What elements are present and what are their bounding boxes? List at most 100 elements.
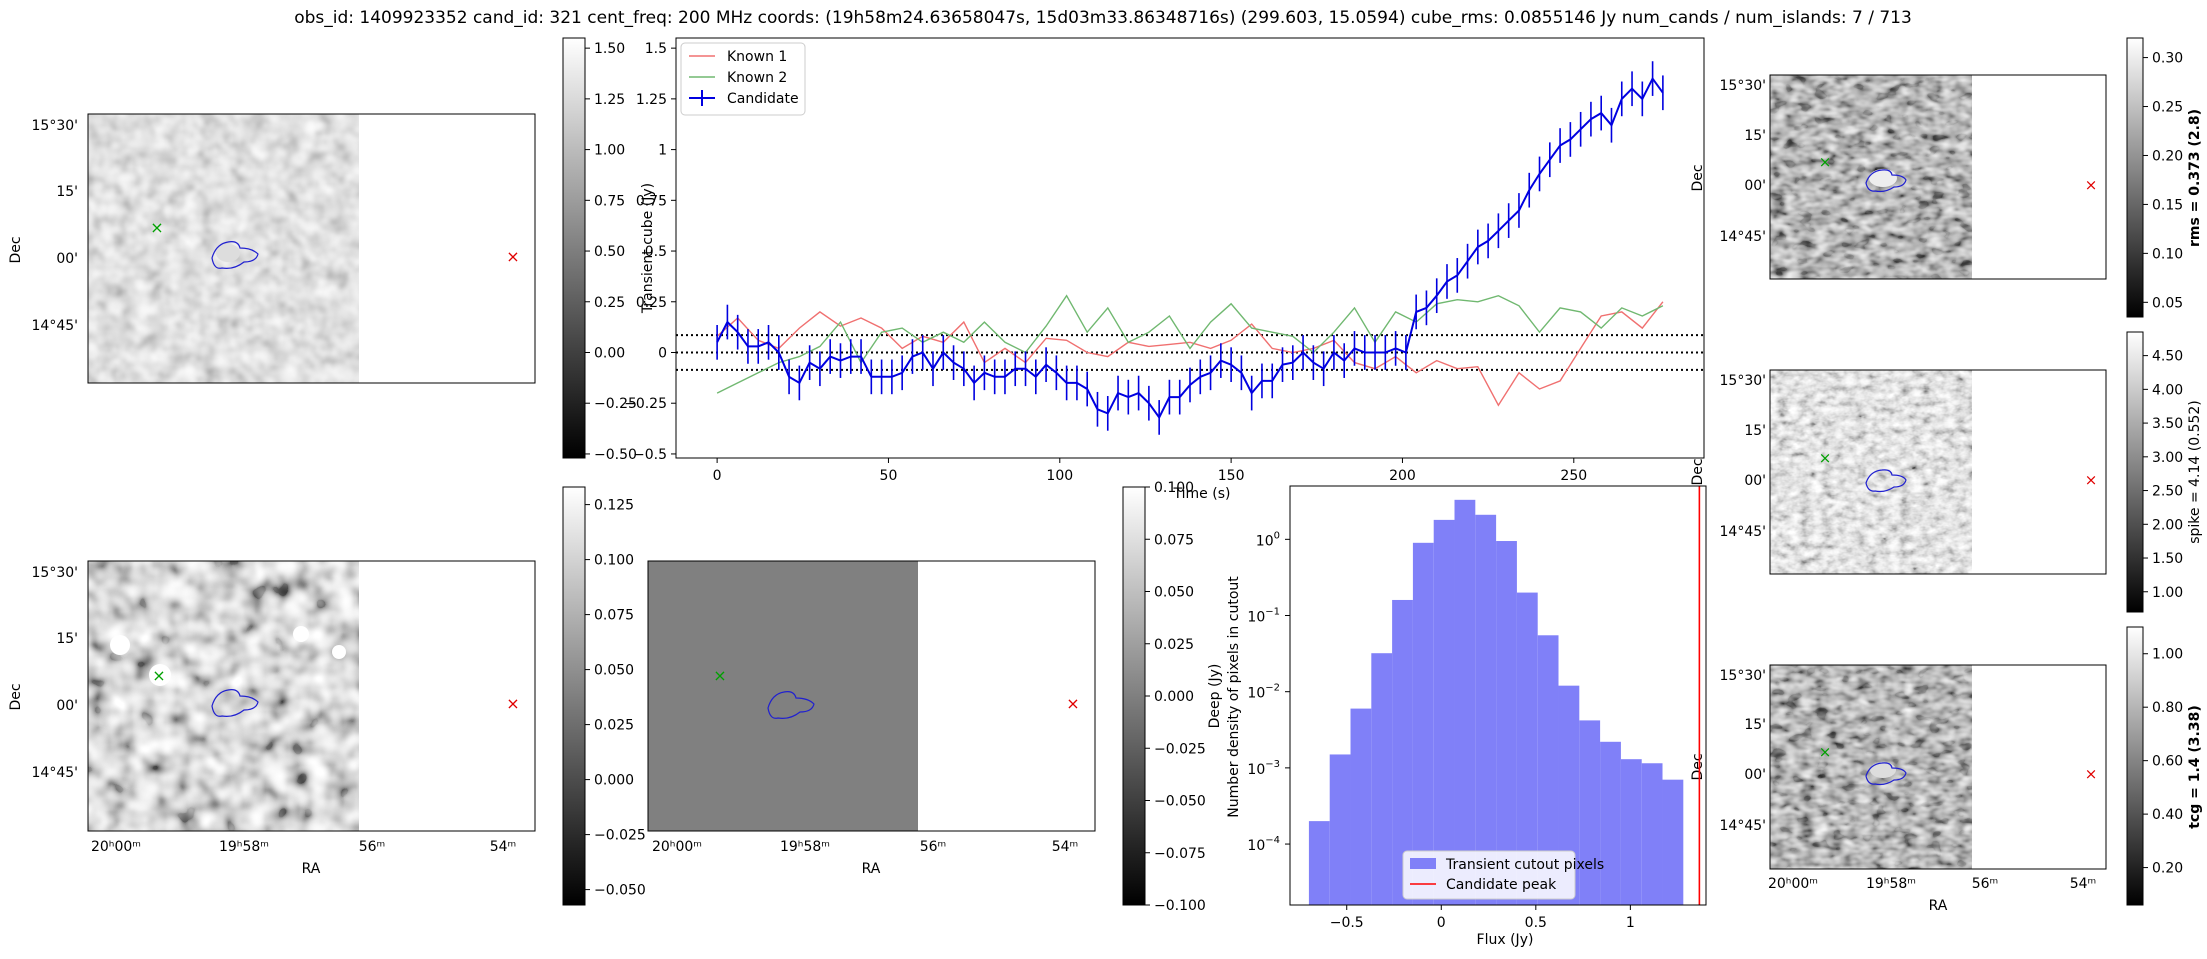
dec-tick-label: 15°30' <box>32 118 78 134</box>
source-contour <box>1865 762 1907 786</box>
colorbar-tick-label: 0.20 <box>2152 861 2183 877</box>
colorbar-tick-label: 0.000 <box>594 773 634 789</box>
image-panel-deep-smoothed: × × 15°30' 15' 00' 14°45' Dec 20ʰ00ᵐ 19ʰ… <box>8 560 536 877</box>
colorbar-ticks: −0.050 −0.025 0.000 0.025 0.050 0.075 0.100 0.1… <box>585 498 646 899</box>
y-tick-label: 1.25 <box>636 92 667 108</box>
colorbar-tick-label: −0.50 <box>594 447 637 463</box>
colorbar-ticks: 0.05 0.10 0.15 0.20 0.25 0.30 <box>2143 51 2183 311</box>
bright-source <box>1869 169 1897 187</box>
colorbar-tick-label: −0.050 <box>1154 794 1206 810</box>
colorbar-tick-label: 0.25 <box>2152 100 2183 116</box>
colorbar-label: spike = 4.14 (0.552) <box>2187 400 2203 544</box>
ra-axis-label: RA <box>1929 898 1948 914</box>
legend-box <box>1402 850 1576 900</box>
colorbar-tick-label: 0.40 <box>2152 807 2183 823</box>
axes-frame <box>1769 369 2107 575</box>
dec-tick-label: 15' <box>56 631 78 647</box>
colorbar-tick-label: 0.075 <box>594 608 634 624</box>
source-contour <box>211 241 259 269</box>
dec-axis-label: Dec <box>8 236 24 263</box>
ra-axis-label: RA <box>302 861 321 877</box>
ra-tick-label: 20ʰ00ᵐ <box>91 839 141 855</box>
axes-frame <box>1289 485 1707 906</box>
dec-tick-label: 00' <box>56 698 78 714</box>
colorbar-tick-label: 4.00 <box>2152 382 2183 398</box>
series-group <box>716 61 1664 435</box>
colorbar-tick-label: 1.50 <box>594 41 625 57</box>
image-panel-tcg: × × 15°30' 15' 00' 14°45' Dec 20ʰ00ᵐ 19ʰ… <box>1690 664 2107 914</box>
histogram-bar <box>1371 653 1393 905</box>
dec-tick-label: 15' <box>1744 717 1766 733</box>
colorbar-tick-label: 2.00 <box>2152 517 2183 533</box>
colorbar-tick-label: 1.50 <box>2152 551 2183 567</box>
image-blank-region <box>359 114 535 383</box>
image-blank-region <box>918 561 1095 831</box>
colorbar-tick-label: −0.075 <box>1154 846 1206 862</box>
image-blank-region <box>1972 665 2106 869</box>
x-tick-label: 0.5 <box>1525 915 1547 931</box>
y-tick-label: 10−3 <box>1247 759 1280 778</box>
histogram-bar <box>1620 759 1642 905</box>
dec-axis-label: Dec <box>1690 753 1706 780</box>
x-tick-label: 50 <box>880 468 898 484</box>
dec-tick-label: 00' <box>1744 767 1766 783</box>
legend-label: Candidate <box>727 91 799 107</box>
series-line-known-1 <box>716 301 1664 407</box>
histogram-bar <box>1329 754 1351 905</box>
colorbar-ticks: −0.100 −0.075 −0.050 −0.025 0.000 0.025 0.050 0… <box>1145 480 1206 914</box>
green-marker: × <box>1819 153 1832 171</box>
dec-tick-label: 14°45' <box>32 318 78 334</box>
colorbar-label: tcg = 1.4 (3.38) <box>2187 705 2203 829</box>
colorbar-tick-label: 0.000 <box>1154 689 1194 705</box>
dec-tick-label: 15°30' <box>1720 78 1766 94</box>
colorbar-tick-label: 0.80 <box>2152 700 2183 716</box>
series-line-candidate <box>716 76 1664 420</box>
axes-frame <box>647 560 1096 832</box>
y-axis-label: Transient cube (Jy) <box>640 183 656 314</box>
dec-tick-label: 14°45' <box>32 765 78 781</box>
colorbar-ticks: 0.20 0.40 0.60 0.80 1.00 <box>2143 647 2183 877</box>
red-marker: × <box>1066 694 1079 713</box>
colorbar-gradient <box>2126 331 2144 613</box>
legend-label: Candidate peak <box>1446 877 1557 893</box>
colorbar-tick-label: −0.100 <box>1154 898 1206 914</box>
dec-axis-label: Dec <box>1690 458 1706 485</box>
ra-tick-label: 19ʰ58ᵐ <box>219 839 269 855</box>
histogram-bar <box>1537 635 1559 905</box>
y-tick-label: 0.75 <box>636 193 667 209</box>
colorbar-tick-label: 0.00 <box>594 345 625 361</box>
bright-source <box>110 635 130 655</box>
image-blank-region <box>359 561 535 831</box>
colorbar-label: rms = 0.373 (2.8) <box>2187 109 2203 247</box>
colorbar-tick-label: 0.20 <box>2152 148 2183 164</box>
histogram-bar <box>1662 779 1684 905</box>
image-noise <box>88 561 359 831</box>
dec-ticks: 15°30' 15' 00' 14°45' <box>32 118 78 334</box>
axes-frame <box>87 560 536 832</box>
x-tick-label: 150 <box>1218 468 1245 484</box>
ra-tick-label: 56ᵐ <box>1972 876 1999 892</box>
colorbar-tick-label: 1.00 <box>594 143 625 159</box>
histogram-bar <box>1641 763 1663 905</box>
series-line-known-2 <box>716 294 1664 394</box>
y-tick-label: 10−2 <box>1247 683 1280 702</box>
bright-source <box>216 244 240 262</box>
dec-tick-label: 15' <box>1744 128 1766 144</box>
axis-ticks: 0 50 100 150 200 250 −0.5 −0.25 0 0.25 0.5 0.75 1 1.2… <box>624 41 1587 484</box>
colorbar-ticks: −0.50 −0.25 0.00 0.25 0.50 0.75 1.00 1.25 1.50 <box>585 41 637 463</box>
y-tick-label: 0 <box>658 345 667 361</box>
histogram-bar <box>1412 542 1434 905</box>
source-contour <box>211 689 259 717</box>
colorbar-gradient <box>2126 37 2144 318</box>
colorbar-spike: 1.00 1.50 2.00 2.50 3.00 3.50 4.00 4.50 spike =… <box>2126 331 2203 613</box>
ra-tick-label: 54ᵐ <box>1052 839 1079 855</box>
image-panel-rms: × × 15°30' 15' 00' 14°45' Dec <box>1690 74 2107 280</box>
histogram-bar <box>1600 741 1621 905</box>
ra-tick-label: 19ʰ58ᵐ <box>780 839 830 855</box>
colorbar-tick-label: 1.00 <box>2152 585 2183 601</box>
colorbar-tick-label: 0.05 <box>2152 295 2183 311</box>
histogram-bar <box>1433 519 1455 905</box>
bright-source <box>332 645 346 659</box>
histogram-bar <box>1516 592 1538 905</box>
